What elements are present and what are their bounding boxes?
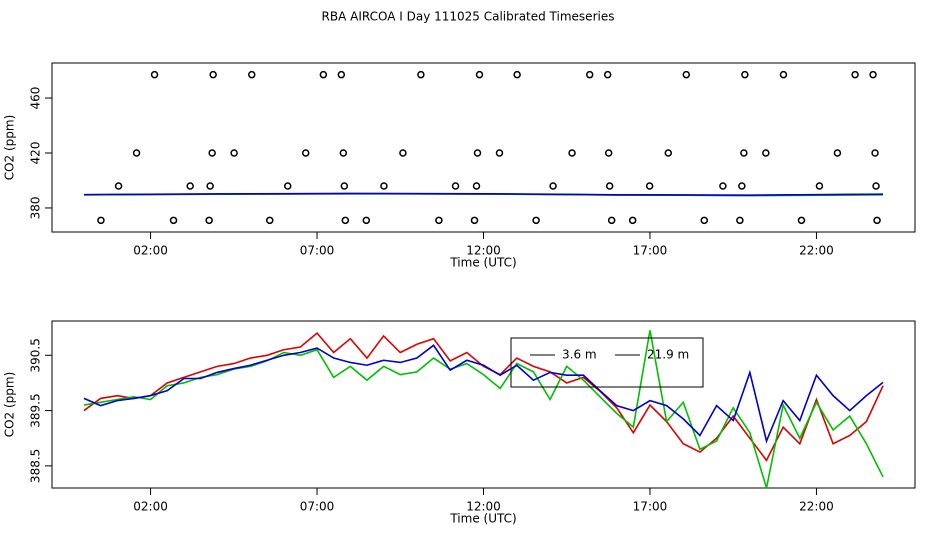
data-point xyxy=(736,216,744,225)
data-point xyxy=(604,149,613,157)
x-tick-label: 07:00 xyxy=(300,500,335,514)
data-point xyxy=(605,182,614,190)
data-point xyxy=(513,70,521,79)
data-point xyxy=(186,182,194,190)
data-point xyxy=(873,216,881,225)
legend-label: 3.6 m xyxy=(562,348,597,362)
data-point xyxy=(340,182,349,190)
data-point xyxy=(380,182,388,190)
data-point xyxy=(209,70,217,79)
data-point xyxy=(495,149,504,157)
data-point xyxy=(169,216,178,225)
data-point xyxy=(871,149,879,157)
plot-frame xyxy=(51,62,916,233)
legend-label: 21.9 m xyxy=(647,348,689,362)
y-tick-label: 460 xyxy=(29,87,43,110)
data-point xyxy=(339,149,348,157)
data-point xyxy=(337,70,346,79)
data-point xyxy=(872,182,880,190)
data-point xyxy=(417,70,425,79)
data-point xyxy=(301,149,310,157)
data-point xyxy=(341,216,350,225)
x-axis-label: Time (UTC) xyxy=(449,512,516,526)
series-line xyxy=(83,192,884,196)
x-tick-label: 02:00 xyxy=(133,500,168,514)
data-point xyxy=(762,149,770,157)
data-point xyxy=(205,216,213,225)
data-point xyxy=(150,70,159,79)
x-tick-label: 02:00 xyxy=(133,244,168,258)
data-point xyxy=(132,149,141,157)
data-point xyxy=(248,70,256,79)
data-point xyxy=(741,70,749,79)
x-axis-label: Time (UTC) xyxy=(449,256,516,270)
series-line xyxy=(83,330,884,489)
data-point xyxy=(664,149,673,157)
x-tick-label: 12:00 xyxy=(466,244,501,258)
data-point xyxy=(607,216,616,225)
x-tick-label: 12:00 xyxy=(466,500,501,514)
data-point xyxy=(719,182,727,190)
y-tick-label: 420 xyxy=(29,142,43,165)
data-point xyxy=(682,70,691,79)
x-tick-label: 07:00 xyxy=(300,244,335,258)
data-point xyxy=(851,70,859,79)
data-point xyxy=(451,182,460,190)
y-tick-label: 380 xyxy=(29,197,43,220)
data-point xyxy=(815,182,824,190)
data-point xyxy=(869,70,877,79)
data-point xyxy=(208,149,216,157)
y-tick-label: 389.5 xyxy=(29,393,43,427)
data-point xyxy=(472,182,481,190)
data-point xyxy=(319,70,328,79)
y-axis-label: CO2 (ppm) xyxy=(3,115,17,181)
data-point xyxy=(399,149,407,157)
data-point xyxy=(740,149,748,157)
y-axis-label: CO2 (ppm) xyxy=(3,372,17,438)
data-point xyxy=(97,216,105,225)
legend-box xyxy=(510,337,704,388)
data-point xyxy=(549,182,557,190)
data-point xyxy=(700,216,708,225)
data-point xyxy=(603,70,612,79)
data-point xyxy=(779,70,788,79)
y-tick-label: 388.5 xyxy=(29,449,43,483)
data-point xyxy=(114,182,123,190)
data-point xyxy=(470,216,479,225)
data-point xyxy=(475,70,484,79)
data-point xyxy=(797,216,806,225)
x-tick-label: 22:00 xyxy=(799,500,834,514)
series-line xyxy=(83,344,884,444)
x-tick-label: 22:00 xyxy=(799,244,834,258)
data-point xyxy=(362,216,371,225)
data-point xyxy=(738,182,746,190)
data-point xyxy=(585,70,594,79)
data-point xyxy=(833,149,842,157)
data-point xyxy=(265,216,274,225)
data-point xyxy=(473,149,482,157)
x-tick-label: 17:00 xyxy=(633,244,668,258)
data-point xyxy=(206,182,214,190)
data-point xyxy=(645,182,654,190)
data-point xyxy=(283,182,292,190)
data-point xyxy=(568,149,576,157)
y-tick-label: 390.5 xyxy=(29,338,43,372)
data-point xyxy=(230,149,238,157)
figure-title: RBA AIRCOA I Day 111025 Calibrated Times… xyxy=(322,10,615,24)
data-point xyxy=(435,216,443,225)
series-line xyxy=(83,332,884,462)
x-tick-label: 17:00 xyxy=(633,500,668,514)
data-point xyxy=(628,216,637,225)
data-point xyxy=(532,216,540,225)
